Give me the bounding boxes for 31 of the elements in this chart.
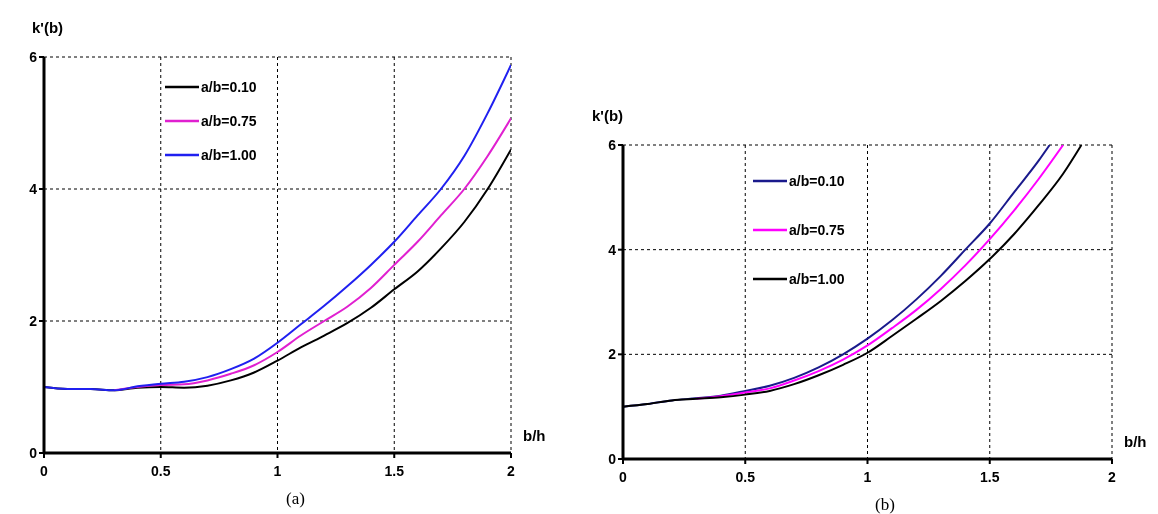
y-tick-label: 2 bbox=[29, 312, 38, 329]
x-tick-label: 0.5 bbox=[151, 462, 171, 479]
x-tick-label: 2 bbox=[507, 462, 516, 479]
y-tick-label: 4 bbox=[608, 241, 617, 258]
y-tick-label: 0 bbox=[608, 450, 617, 467]
x-tick-label: 1 bbox=[273, 462, 282, 479]
legend-label: a/b=1.00 bbox=[789, 270, 845, 287]
x-tick-label: 0 bbox=[40, 462, 49, 479]
x-tick-label: 1 bbox=[863, 468, 872, 485]
y-tick-label: 6 bbox=[29, 48, 38, 65]
x-tick-label: 0 bbox=[619, 468, 628, 485]
x-tick-label: 0.5 bbox=[735, 468, 756, 485]
y-tick-label: 0 bbox=[29, 444, 38, 461]
x-axis-title: b/h bbox=[1124, 433, 1147, 450]
legend-label: a/b=0.10 bbox=[201, 79, 257, 95]
x-tick-label: 2 bbox=[1108, 468, 1117, 485]
y-tick-label: 2 bbox=[608, 346, 617, 363]
y-tick-label: 6 bbox=[608, 136, 617, 153]
legend-label: a/b=0.75 bbox=[789, 221, 845, 238]
x-tick-label: 1.5 bbox=[980, 468, 1000, 485]
legend-label: a/b=1.00 bbox=[201, 147, 257, 163]
y-axis-title: k'(b) bbox=[32, 19, 64, 36]
text: (a) bbox=[285, 489, 306, 508]
line-series bbox=[44, 63, 511, 392]
x-axis-title: b/h bbox=[523, 427, 546, 444]
legend-label: a/b=0.75 bbox=[201, 113, 257, 129]
x-tick-label: 1.5 bbox=[384, 462, 405, 479]
legend-label: a/b=0.10 bbox=[789, 172, 845, 189]
text: (b) bbox=[874, 495, 896, 514]
y-tick-label: 4 bbox=[29, 180, 38, 197]
y-axis-title: k'(b) bbox=[592, 107, 624, 124]
